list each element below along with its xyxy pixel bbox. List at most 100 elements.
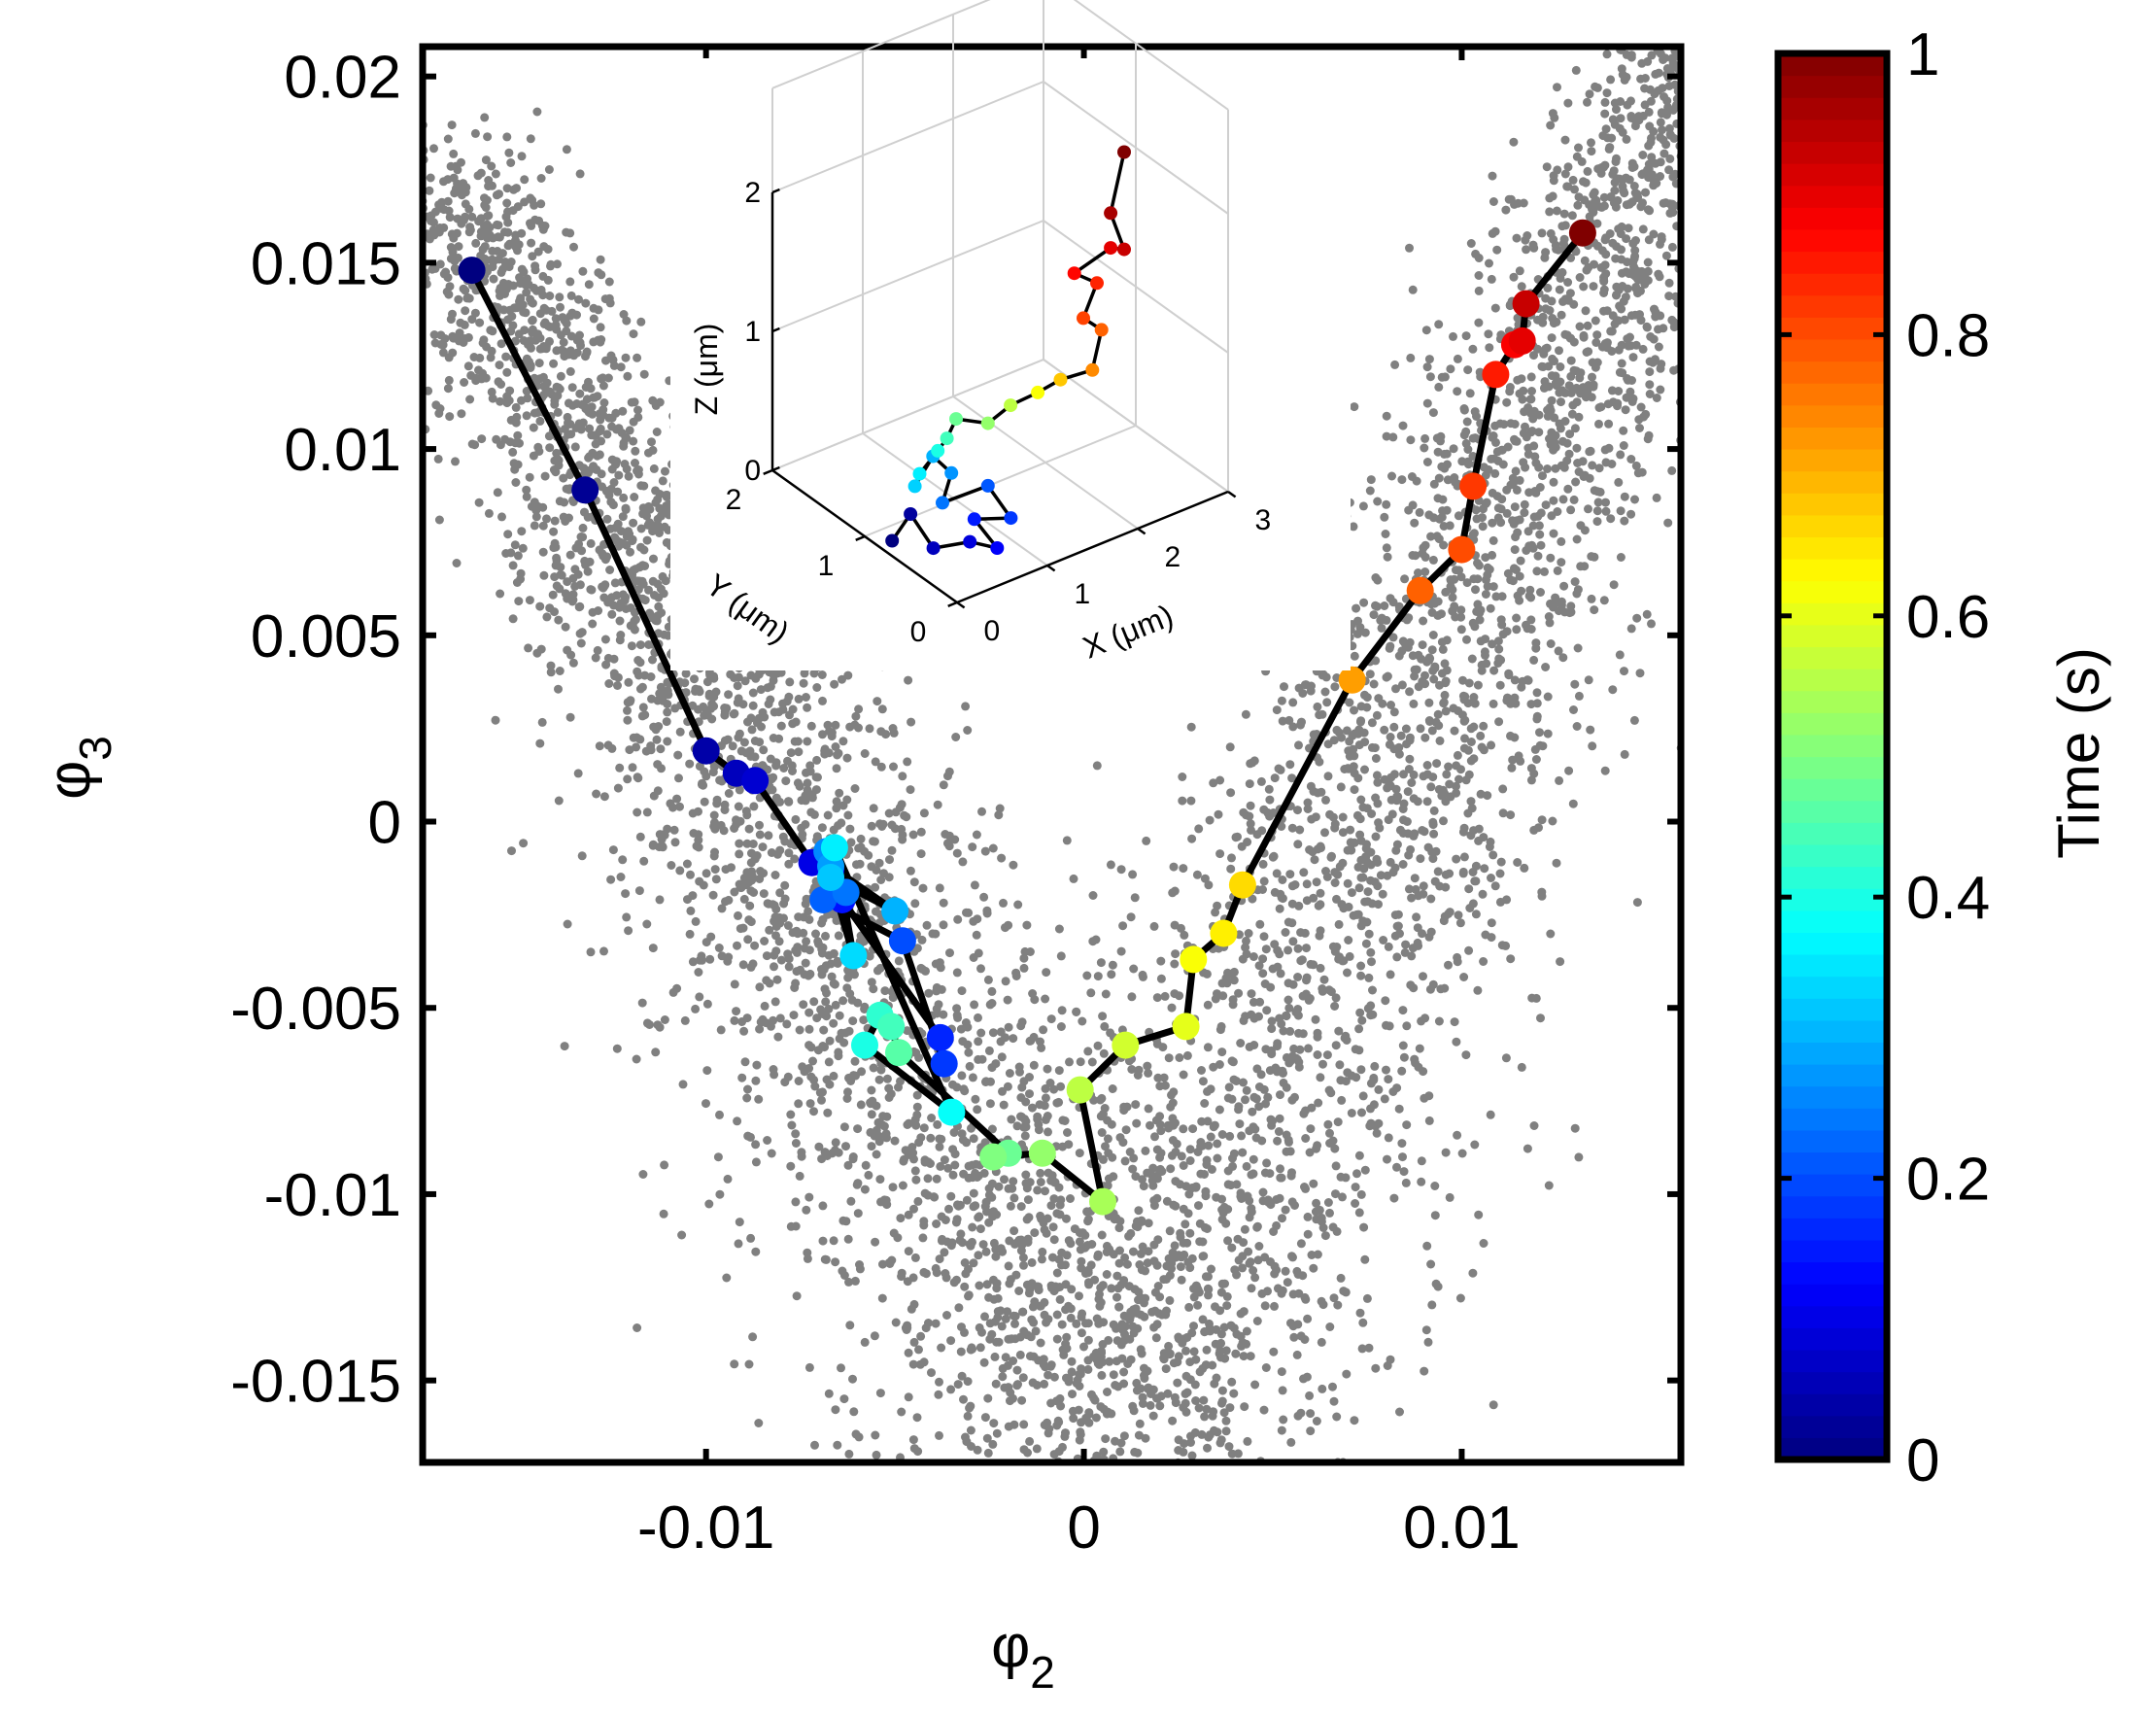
background-point xyxy=(1501,205,1511,215)
background-point xyxy=(483,132,493,142)
background-point xyxy=(1490,468,1500,478)
background-point xyxy=(743,1084,752,1094)
background-point xyxy=(1424,355,1434,364)
background-point xyxy=(1134,1430,1144,1440)
background-point xyxy=(855,1264,865,1274)
background-point xyxy=(1517,682,1526,692)
background-point xyxy=(497,512,506,522)
background-point xyxy=(433,454,443,464)
background-point xyxy=(1569,495,1579,504)
background-point xyxy=(1440,464,1450,473)
background-point xyxy=(957,1322,966,1332)
background-point xyxy=(964,1264,973,1274)
background-point xyxy=(1469,529,1479,538)
background-point xyxy=(1036,1211,1045,1220)
background-point xyxy=(1382,499,1391,509)
background-point xyxy=(1186,796,1196,806)
background-point xyxy=(1052,1334,1062,1344)
background-point xyxy=(1152,993,1162,1003)
background-point xyxy=(891,1318,901,1327)
background-point xyxy=(799,678,808,688)
background-point xyxy=(1547,333,1557,343)
background-point xyxy=(1508,516,1518,526)
background-point xyxy=(1667,242,1677,252)
background-point xyxy=(1188,1124,1198,1134)
background-point xyxy=(651,1047,661,1057)
background-point xyxy=(1066,1194,1075,1203)
background-point xyxy=(1493,659,1503,668)
background-point xyxy=(799,912,808,922)
background-point xyxy=(1223,1205,1233,1214)
background-point xyxy=(724,789,734,798)
background-point xyxy=(633,353,642,362)
background-point xyxy=(872,907,880,916)
background-point xyxy=(1096,1283,1106,1292)
background-point xyxy=(501,549,511,558)
background-point xyxy=(1234,988,1244,998)
background-point xyxy=(979,892,989,902)
background-point xyxy=(1353,862,1363,872)
background-point xyxy=(685,929,695,939)
background-point xyxy=(724,690,734,700)
background-point xyxy=(1181,1182,1191,1191)
background-point xyxy=(625,745,634,755)
background-point xyxy=(555,584,565,594)
background-point xyxy=(1119,1431,1129,1441)
background-point xyxy=(1102,1270,1112,1279)
background-point xyxy=(1083,1215,1093,1224)
background-point xyxy=(1105,1356,1114,1366)
background-point xyxy=(631,446,640,456)
background-point xyxy=(897,1407,907,1417)
background-point xyxy=(1187,834,1197,843)
background-point xyxy=(1287,773,1297,783)
background-point xyxy=(1594,403,1604,412)
background-point xyxy=(1144,1219,1153,1228)
background-point xyxy=(1406,353,1416,362)
background-point xyxy=(1122,1259,1132,1269)
background-point xyxy=(762,951,771,961)
background-point xyxy=(1488,171,1497,181)
background-point xyxy=(823,1108,833,1117)
background-point xyxy=(536,644,546,654)
background-point xyxy=(776,721,786,731)
background-point xyxy=(1004,1022,1013,1032)
background-point xyxy=(987,1179,997,1188)
background-point xyxy=(1318,1384,1327,1393)
background-point xyxy=(648,944,658,953)
background-point xyxy=(1089,1095,1099,1105)
background-point xyxy=(809,997,819,1007)
background-point xyxy=(1494,717,1504,727)
background-point xyxy=(630,493,639,501)
background-point xyxy=(1383,1154,1391,1164)
background-point xyxy=(462,183,471,192)
background-point xyxy=(673,750,683,760)
background-point xyxy=(1173,1378,1182,1388)
background-point xyxy=(856,1100,866,1110)
background-point xyxy=(1392,952,1402,962)
background-point xyxy=(1466,797,1476,807)
background-point xyxy=(834,1051,843,1061)
background-point xyxy=(1488,488,1497,498)
background-point xyxy=(1594,464,1604,473)
background-point xyxy=(1221,1426,1231,1436)
background-point xyxy=(1420,1366,1429,1376)
background-point xyxy=(1441,797,1451,807)
background-point xyxy=(977,807,986,816)
background-point xyxy=(1560,135,1570,145)
background-point xyxy=(635,640,645,650)
background-point xyxy=(778,832,788,841)
background-point xyxy=(898,772,907,781)
background-point xyxy=(742,839,752,848)
background-point xyxy=(1352,1169,1361,1179)
background-point xyxy=(1441,587,1451,597)
background-point xyxy=(1217,1386,1227,1395)
background-point xyxy=(1272,1220,1282,1230)
background-point xyxy=(1082,971,1092,980)
background-point xyxy=(1575,273,1585,282)
background-point xyxy=(1553,566,1562,575)
background-point xyxy=(1549,496,1558,505)
background-point xyxy=(1044,1370,1053,1380)
background-point xyxy=(733,681,742,691)
background-point xyxy=(1487,933,1496,943)
background-point xyxy=(1353,616,1362,626)
